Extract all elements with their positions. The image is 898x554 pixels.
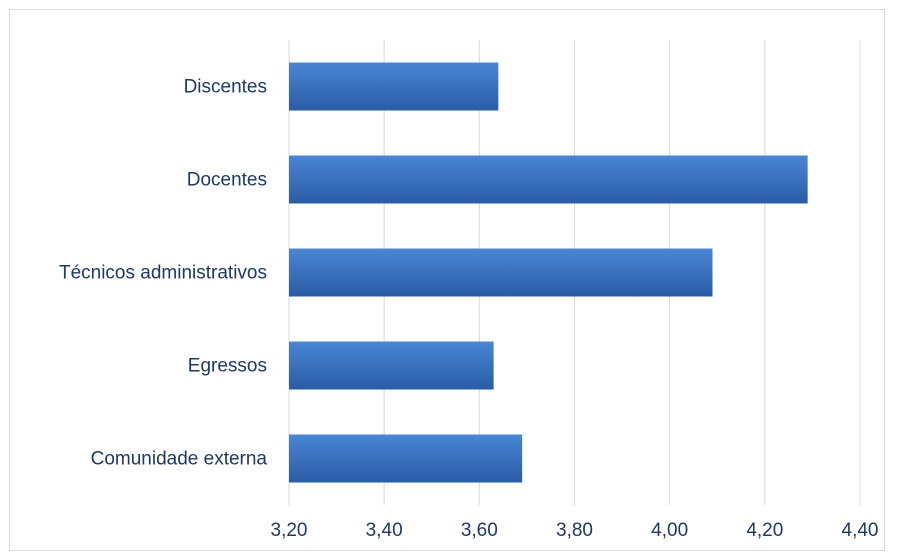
category-label: Técnicos administrativos [59, 263, 267, 284]
category-labels: Discentes Docentes Técnicos administrativo… [59, 77, 267, 470]
category-label: Discentes [184, 77, 267, 98]
category-label: Docentes [187, 170, 267, 191]
bar [289, 62, 499, 111]
category-label: Egressos [188, 356, 267, 377]
category-label: Comunidade externa [91, 449, 268, 470]
x-tick-label: 3,40 [366, 520, 403, 541]
bar [289, 341, 494, 390]
x-tick-label: 4,00 [651, 520, 688, 541]
x-tick-label: 3,60 [461, 520, 498, 541]
x-axis-tick-labels: 3,20 3,40 3,60 3,80 4,00 4,20 4,40 [271, 520, 879, 541]
x-tick-label: 3,20 [271, 520, 308, 541]
x-tick-label: 4,40 [842, 520, 879, 541]
bar [289, 434, 523, 483]
bars [289, 62, 808, 483]
x-tick-label: 4,20 [746, 520, 783, 541]
bar [289, 155, 808, 204]
bar [289, 248, 713, 297]
x-tick-label: 3,80 [556, 520, 593, 541]
